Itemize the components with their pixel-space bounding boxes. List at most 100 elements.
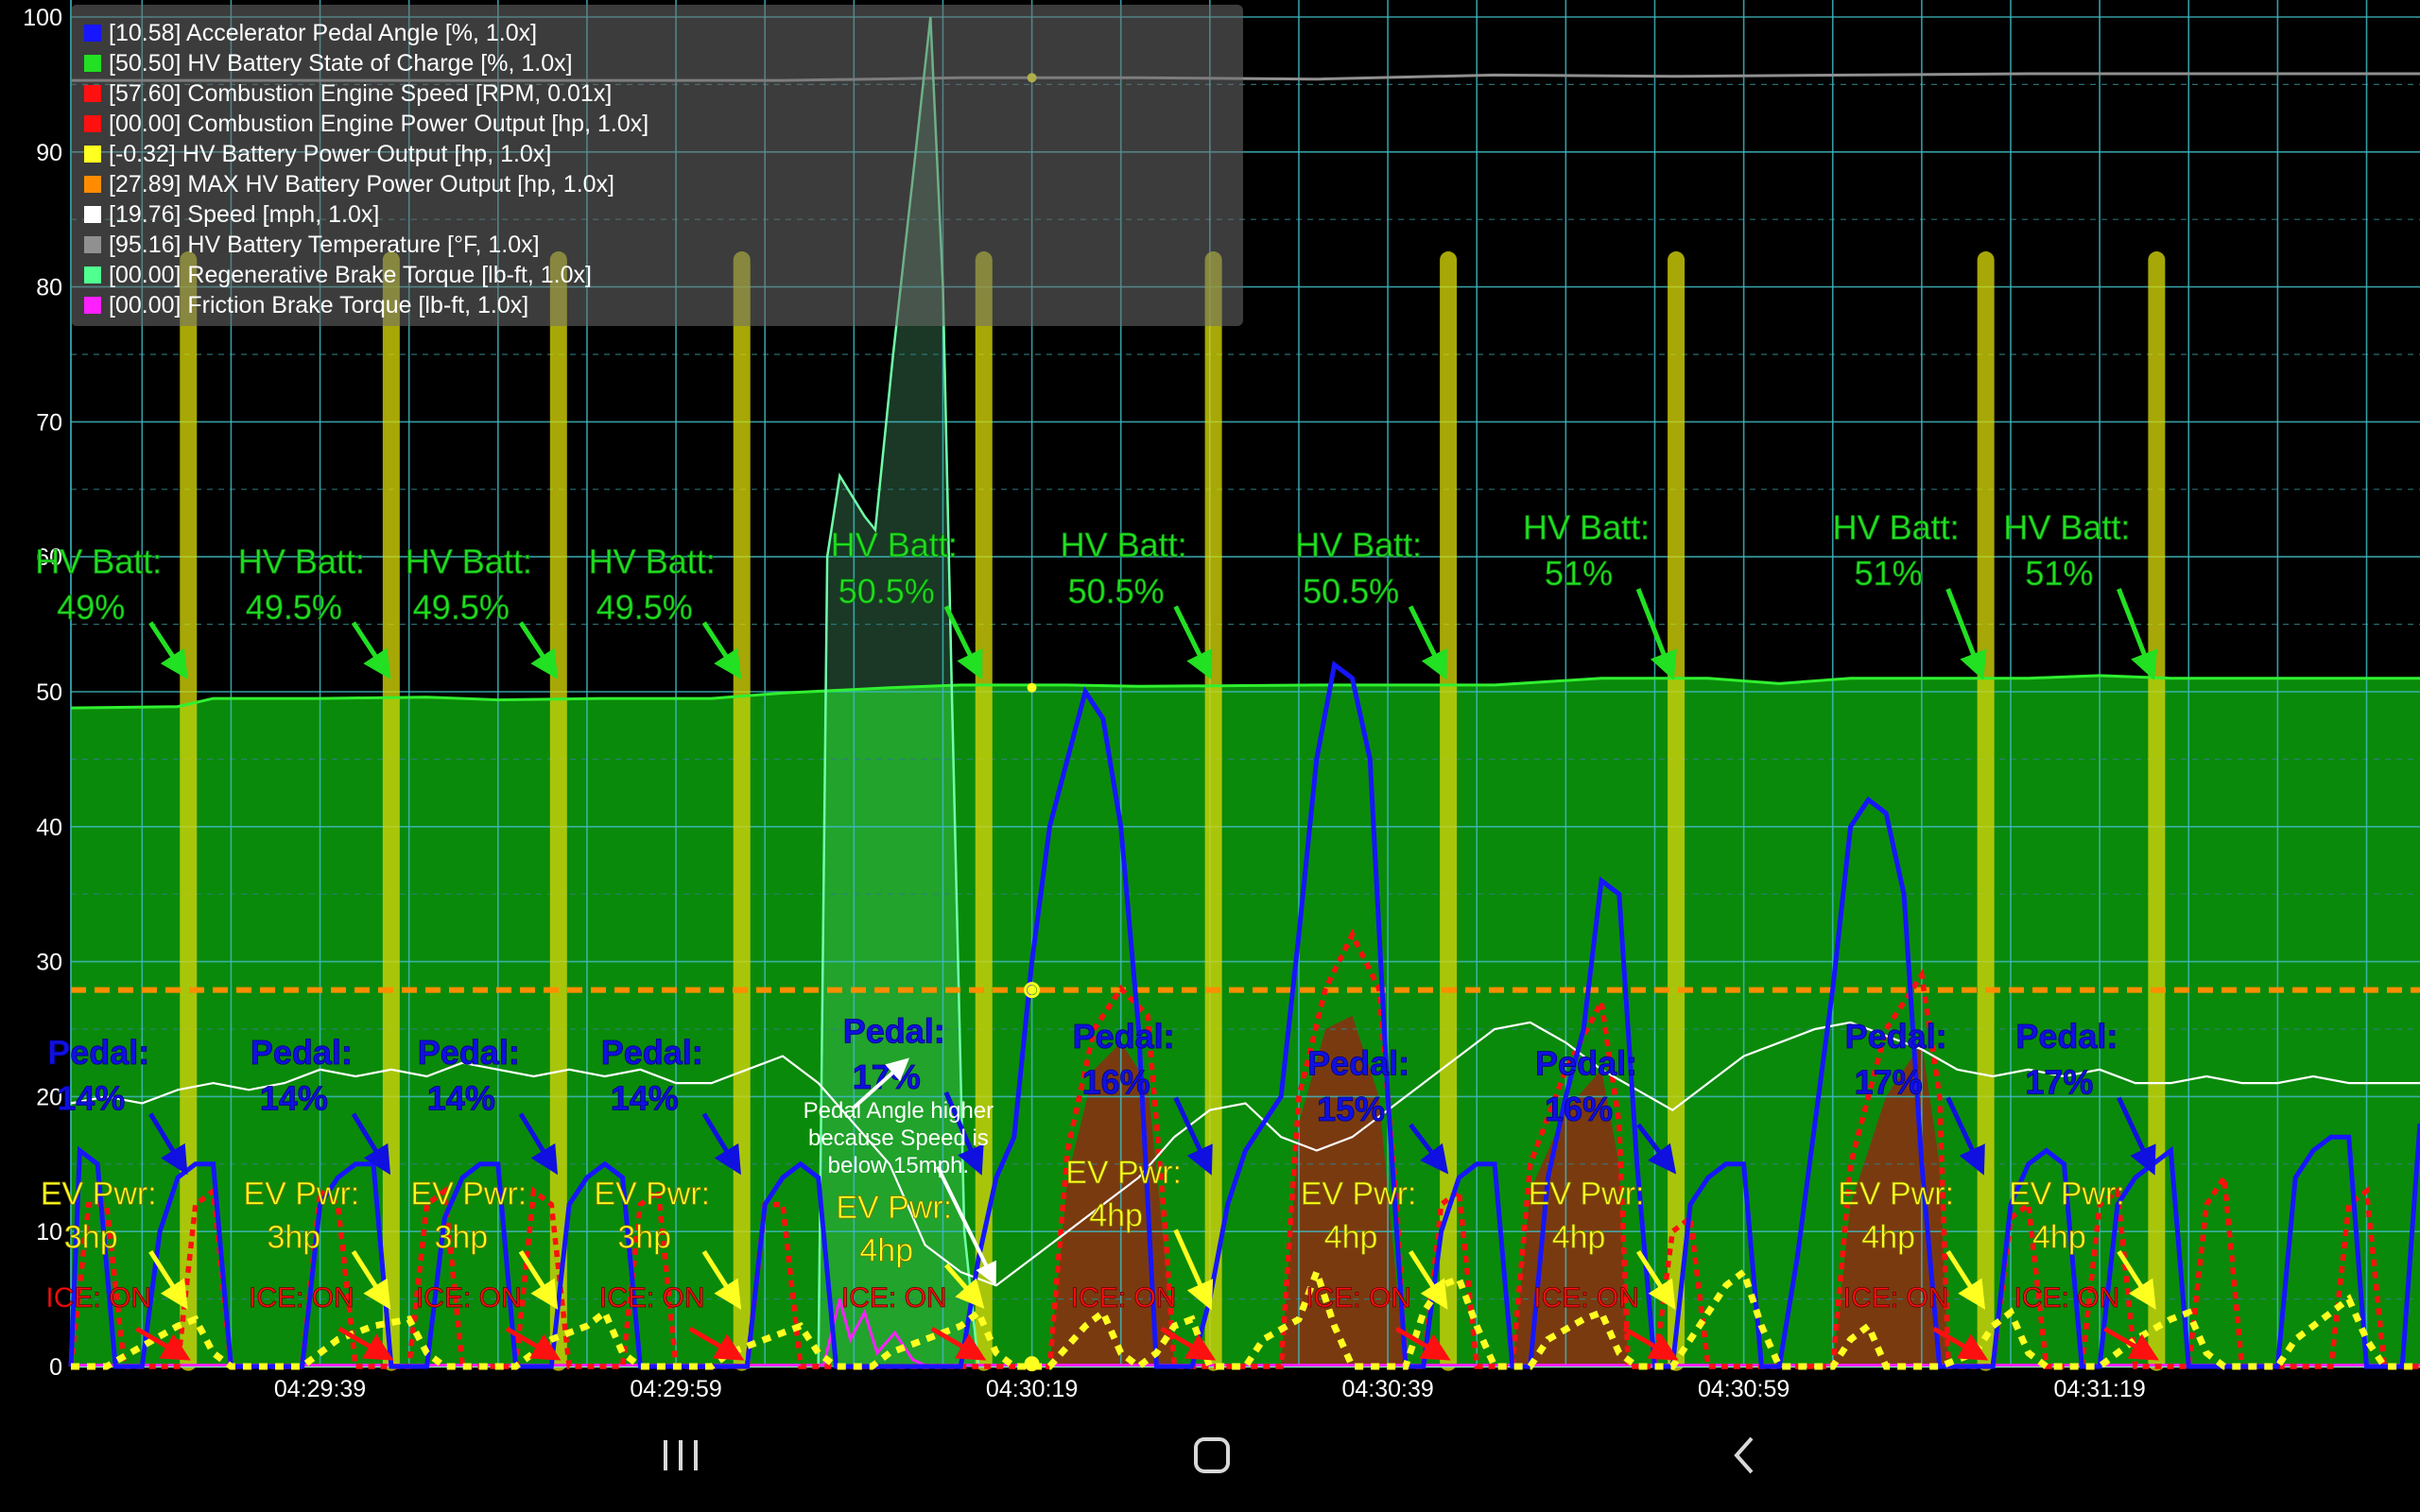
y-tick-label: 60 <box>36 544 62 571</box>
annotation-value: 51% <box>1545 554 1613 593</box>
annotation-arrow <box>2117 1096 2156 1176</box>
annotation-arrow <box>1635 588 1677 680</box>
annotation-label: ICE: ON <box>599 1282 705 1314</box>
annotation-label: EV Pwr: <box>1301 1177 1417 1212</box>
annotation-label: ICE: ON <box>2014 1282 2120 1314</box>
annotation-label: EV Pwr: <box>836 1190 952 1226</box>
annotation-ev: EV Pwr: 4hp <box>1065 1154 1214 1311</box>
annotation-label: EV Pwr: <box>410 1177 527 1212</box>
annotation-ev: EV Pwr: 3hp <box>40 1176 188 1310</box>
annotation-arrow <box>351 621 391 679</box>
back-icon <box>1734 1436 1754 1474</box>
annotation-label: HV Batt: <box>1523 508 1650 547</box>
annotation-label: EV Pwr: <box>2009 1177 2125 1212</box>
legend-item: [27.89] MAX HV Battery Power Output [hp,… <box>84 169 614 199</box>
annotation-value: 49.5% <box>596 588 693 627</box>
y-tick-label: 80 <box>36 275 62 301</box>
annotation-batt: HV Batt: 50.5% <box>1060 525 1213 680</box>
annotation-arrow <box>1409 1123 1449 1175</box>
annotation-arrow <box>2117 1249 2156 1310</box>
annotation-batt: HV Batt: 49.5% <box>405 541 559 679</box>
legend-item: [10.58] Accelerator Pedal Angle [%, 1.0x… <box>84 18 537 48</box>
annotation-ev: EV Pwr: 4hp <box>1838 1176 1986 1310</box>
annotation-batt: HV Batt: 49.5% <box>588 541 742 679</box>
annotation-value: 14% <box>427 1079 495 1118</box>
annotation-label: Pedal: <box>251 1033 353 1072</box>
x-tick-label: 04:29:39 <box>274 1376 366 1399</box>
annotation-value: 3hp <box>617 1219 671 1255</box>
annotation-label: EV Pwr: <box>41 1177 157 1212</box>
annotation-arrow <box>351 1249 391 1310</box>
legend-label: [27.89] MAX HV Battery Power Output [hp,… <box>109 170 614 198</box>
annotation-value: 49% <box>57 588 125 627</box>
annotation-label: HV Batt: <box>1833 508 1960 547</box>
annotation-label: ICE: ON <box>1843 1282 1949 1314</box>
annotation-arrow <box>518 1112 559 1176</box>
annotation-pedal: Pedal: 14% <box>250 1033 391 1176</box>
annotation-pedal: Pedal: 16% <box>1535 1043 1677 1175</box>
note-arrow-down <box>936 1165 996 1286</box>
annotation-ev: EV Pwr: 4hp <box>1300 1176 1448 1310</box>
annotation-value: 17% <box>1855 1063 1923 1102</box>
rpm-line <box>68 928 2420 1369</box>
cursor-dot <box>1027 985 1037 995</box>
annotation-arrow <box>518 1249 559 1310</box>
annotation-arrow <box>701 1112 741 1176</box>
back-button[interactable] <box>1688 1416 1802 1495</box>
annotation-label: Pedal: <box>1845 1017 1947 1056</box>
annotation-ice: ICE: ON <box>249 1282 394 1361</box>
annotation-arrow <box>1173 605 1213 680</box>
annotation-pedal: Pedal: 14% <box>600 1033 741 1176</box>
annotation-arrow <box>1173 1228 1214 1311</box>
annotation-arrow <box>701 621 742 679</box>
annotation-ev: EV Pwr: 3hp <box>410 1176 559 1310</box>
annotation-arrow <box>1409 1249 1448 1310</box>
legend-swatch <box>84 266 101 284</box>
annotation-label: HV Batt: <box>1061 525 1187 564</box>
y-tick-label: 100 <box>23 5 62 31</box>
y-tick-label: 90 <box>36 140 62 166</box>
legend-swatch <box>84 115 101 132</box>
annotation-ev: EV Pwr: 3hp <box>243 1176 391 1310</box>
annotation-pedal: Pedal: 17% <box>1844 1017 1985 1176</box>
annotation-ice: ICE: ON <box>1533 1282 1679 1361</box>
annotation-ev: EV Pwr: 4hp <box>1528 1176 1676 1310</box>
annotation-value: 3hp <box>64 1219 118 1255</box>
home-button[interactable] <box>1155 1416 1269 1495</box>
legend-label: [00.00] Friction Brake Torque [lb-ft, 1.… <box>109 291 529 318</box>
legend-label: [95.16] HV Battery Temperature [°F, 1.0x… <box>109 231 540 258</box>
annotation-batt: HV Batt: 50.5% <box>830 525 983 680</box>
annotation-arrow <box>148 1112 188 1176</box>
annotation-value: 4hp <box>1552 1219 1606 1255</box>
annotation-ice: ICE: ON <box>1842 1282 1989 1361</box>
speed-line <box>70 1021 2420 1287</box>
annotation-arrow <box>351 1112 391 1176</box>
legend-swatch <box>84 206 101 223</box>
annotation-label: HV Batt: <box>1295 525 1422 564</box>
annotation-label: ICE: ON <box>249 1282 354 1314</box>
x-tick-label: 04:29:59 <box>630 1376 721 1399</box>
annotation-arrow <box>1945 1249 1986 1310</box>
annotation-value: 16% <box>1545 1090 1613 1128</box>
annotation-label: Pedal: <box>843 1011 945 1050</box>
annotation-value: 49.5% <box>413 588 510 627</box>
annotation-batt: HV Batt: 51% <box>1523 507 1677 680</box>
legend-item: [19.76] Speed [mph, 1.0x] <box>84 199 379 230</box>
annotation-arrow <box>943 605 983 680</box>
annotation-batt: HV Batt: 51% <box>1832 507 1987 680</box>
annotation-label: EV Pwr: <box>594 1177 710 1212</box>
annotation-value: 50.5% <box>1303 572 1399 610</box>
cursor-ring <box>1024 982 1041 999</box>
home-icon <box>1194 1437 1230 1473</box>
y-tick-label: 10 <box>36 1219 62 1246</box>
recent-apps-button[interactable] <box>624 1416 737 1495</box>
annotation-label: Pedal: <box>1073 1017 1175 1056</box>
annotation-ice: ICE: ON <box>2014 1282 2160 1361</box>
annotation-label: ICE: ON <box>1305 1282 1411 1314</box>
annotation-pedal: Pedal: 14% <box>47 1033 188 1176</box>
annotation-value: 4hp <box>1861 1219 1915 1255</box>
legend: [10.58] Accelerator Pedal Angle [%, 1.0x… <box>71 5 1243 326</box>
legend-item: [50.50] HV Battery State of Charge [%, 1… <box>84 48 573 78</box>
note-line: because Speed is <box>808 1125 989 1151</box>
annotation-value: 4hp <box>859 1233 913 1269</box>
